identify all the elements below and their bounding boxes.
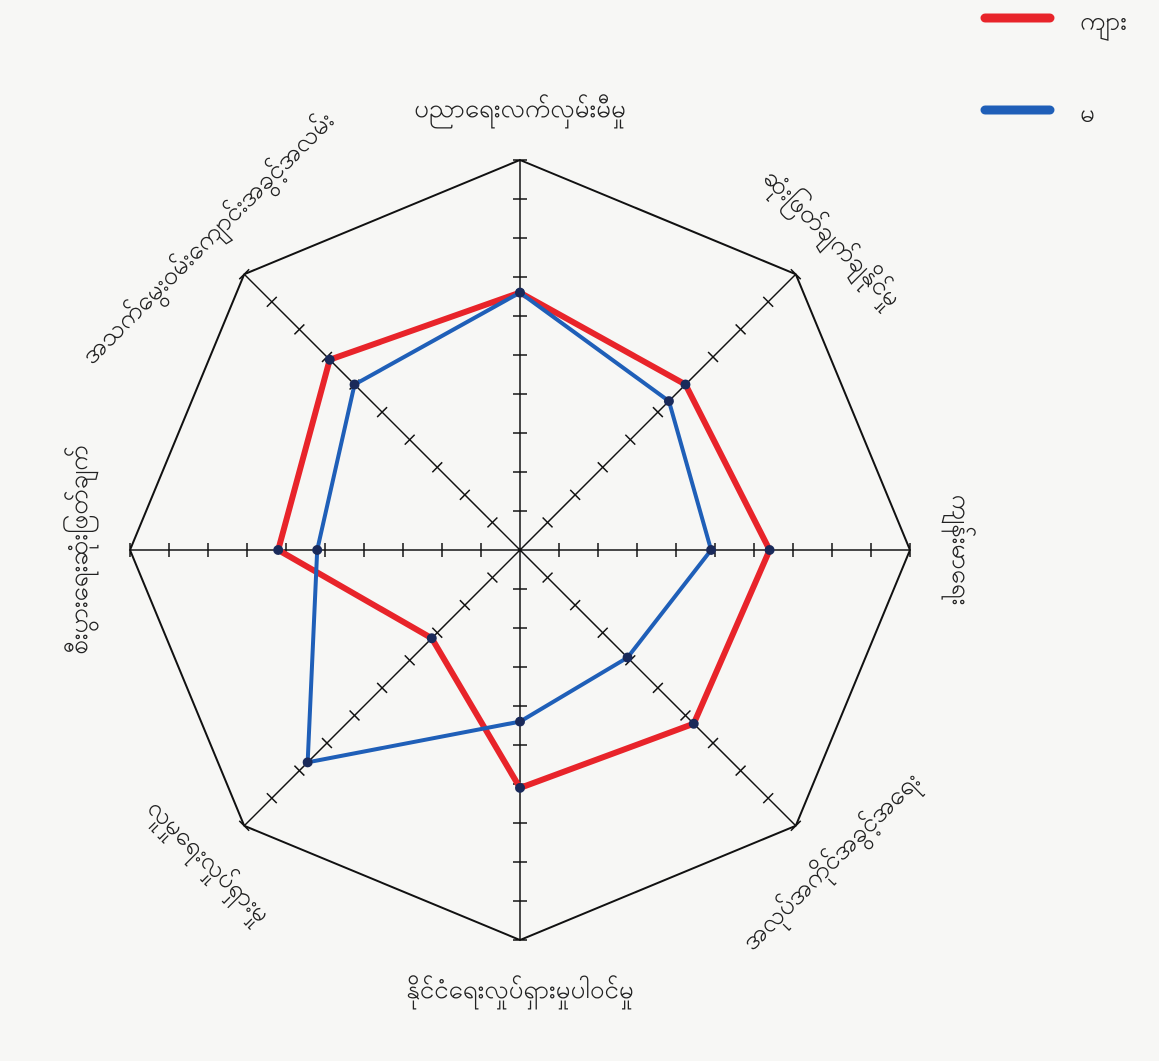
axis-label: နိုင်ငံရေးလှုပ်ရှားမှုပါဝင်မှု <box>406 974 634 1010</box>
data-point <box>706 545 717 555</box>
data-point <box>680 379 691 390</box>
tick-mark <box>679 709 691 721</box>
tick-mark <box>707 351 719 363</box>
tick-mark <box>735 323 747 335</box>
data-point <box>764 545 775 555</box>
data-point <box>515 287 525 298</box>
axis-label: ကျန်းမာရေး <box>941 495 977 606</box>
tick-mark <box>459 489 471 501</box>
tick-mark <box>266 296 278 308</box>
data-point <box>426 633 437 644</box>
tick-mark <box>569 489 581 501</box>
tick-mark <box>542 572 554 584</box>
data-point <box>688 718 699 729</box>
tick-mark <box>486 572 498 584</box>
data-point <box>324 354 335 365</box>
tick-mark <box>762 792 774 804</box>
tick-mark <box>293 323 305 335</box>
tick-mark <box>376 406 388 418</box>
data-point <box>273 545 284 555</box>
tick-mark <box>735 765 747 777</box>
tick-mark <box>404 434 416 446</box>
tick-mark <box>652 406 664 418</box>
tick-mark <box>652 682 664 694</box>
tick-mark <box>790 820 802 832</box>
tick-mark <box>762 296 774 308</box>
tick-mark <box>790 268 802 280</box>
data-point <box>515 716 525 727</box>
data-point <box>349 379 360 390</box>
tick-mark <box>266 792 278 804</box>
tick-mark <box>404 654 416 666</box>
tick-mark <box>597 461 609 473</box>
tick-mark <box>542 516 554 528</box>
tick-mark <box>321 737 333 749</box>
axis-label: ပညာရေးလက်လှမ်းမီမှု <box>414 93 626 129</box>
data-point <box>622 652 633 663</box>
tick-mark <box>486 516 498 528</box>
legend-label: ကျား <box>1080 7 1127 42</box>
data-point <box>312 545 323 555</box>
tick-mark <box>376 682 388 694</box>
legend-label: မ <box>1080 99 1095 129</box>
axis-label: စီးပွားရေးဆုံးဖြတ်ချက် <box>61 445 99 655</box>
tick-mark <box>624 434 636 446</box>
tick-mark <box>238 820 250 832</box>
data-point <box>302 757 313 768</box>
tick-mark <box>569 599 581 611</box>
tick-mark <box>459 599 471 611</box>
tick-mark <box>349 709 361 721</box>
tick-mark <box>238 268 250 280</box>
tick-mark <box>293 765 305 777</box>
tick-mark <box>431 627 443 639</box>
data-point <box>515 782 525 793</box>
tick-mark <box>431 461 443 473</box>
tick-mark <box>707 737 719 749</box>
tick-mark <box>597 627 609 639</box>
data-point <box>663 396 674 407</box>
